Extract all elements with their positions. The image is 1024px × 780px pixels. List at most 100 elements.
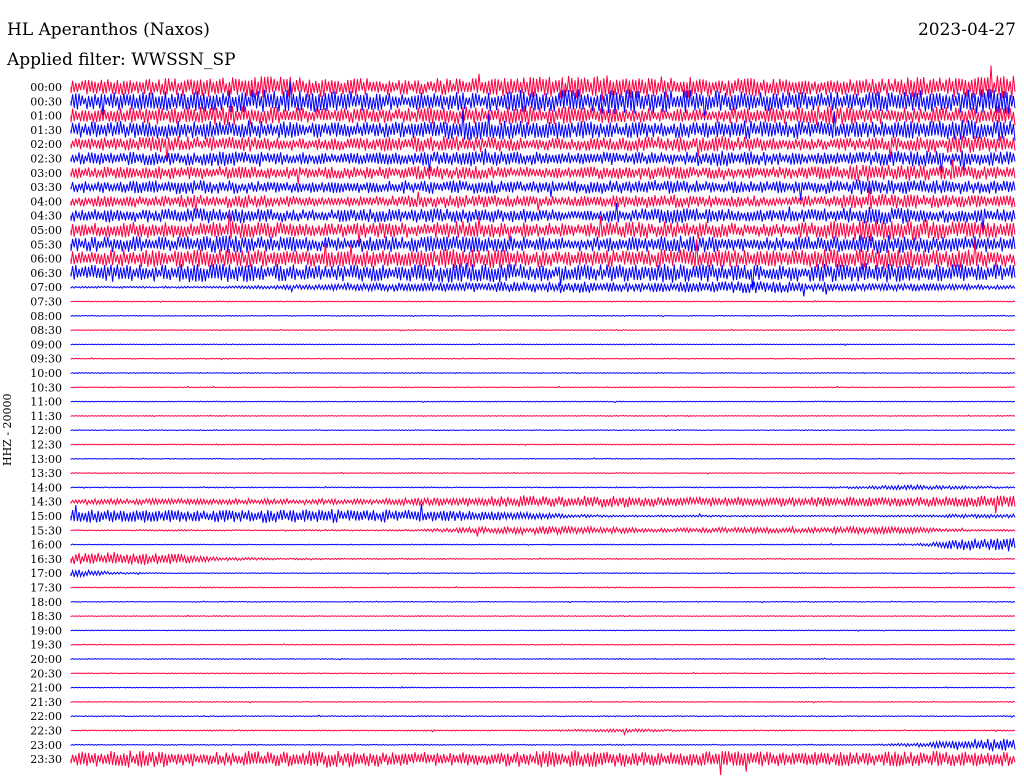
- trace-line: [70, 343, 1016, 346]
- trace-group: [70, 65, 1016, 776]
- time-tick-label: 00:00: [30, 81, 62, 94]
- trace-line: [70, 714, 1016, 719]
- trace-line: [70, 371, 1016, 375]
- time-tick-label: 22:30: [30, 725, 62, 738]
- time-tick-label: 16:00: [30, 539, 62, 552]
- time-tick-label: 16:30: [30, 553, 62, 566]
- time-tick-label: 15:30: [30, 524, 62, 537]
- plot-date: 2023-04-27: [917, 20, 1016, 40]
- trace-line: [70, 457, 1016, 461]
- time-tick-label: 08:30: [30, 324, 62, 337]
- trace-line: [70, 210, 1016, 244]
- trace-line: [70, 148, 1016, 173]
- trace-line: [70, 135, 1016, 161]
- trace-line: [70, 495, 1016, 514]
- trace-line: [70, 400, 1016, 404]
- trace-line: [70, 414, 1016, 418]
- time-tick-label: 12:00: [30, 424, 62, 437]
- time-tick-label: 20:00: [30, 653, 62, 666]
- trace-line: [70, 239, 1016, 270]
- trace-line: [70, 234, 1016, 254]
- time-tick-label: 07:30: [30, 296, 62, 309]
- trace-line: [70, 671, 1016, 675]
- trace-line: [70, 471, 1016, 475]
- time-tick-label: 11:00: [30, 396, 62, 409]
- trace-line: [70, 503, 1016, 523]
- trace-line: [70, 179, 1016, 201]
- trace-line: [70, 385, 1016, 389]
- time-tick-label: 03:30: [30, 181, 62, 194]
- station-title: HL Aperanthos (Naxos): [7, 20, 210, 40]
- time-tick-label: 09:00: [30, 338, 62, 351]
- trace-line: [70, 727, 1016, 737]
- trace-line: [70, 428, 1016, 432]
- time-tick-label: 06:00: [30, 253, 62, 266]
- time-tick-label: 20:30: [30, 667, 62, 680]
- trace-line: [70, 738, 1016, 752]
- time-tick-label: 21:30: [30, 696, 62, 709]
- time-tick-label: 23:30: [30, 753, 62, 766]
- time-tick-label: 19:00: [30, 624, 62, 637]
- trace-line: [70, 614, 1016, 618]
- trace-line: [70, 314, 1016, 318]
- time-tick-label: 09:30: [30, 353, 62, 366]
- trace-line: [70, 328, 1016, 332]
- time-tick-label: 08:00: [30, 310, 62, 323]
- trace-line: [70, 262, 1016, 290]
- time-tick-label: 01:30: [30, 124, 62, 137]
- time-tick-label: 23:00: [30, 739, 62, 752]
- trace-line: [70, 552, 1016, 565]
- time-tick-label: 00:30: [30, 95, 62, 108]
- trace-line: [70, 299, 1016, 303]
- time-tick-label: 02:00: [30, 138, 62, 151]
- time-tick-label: 13:30: [30, 467, 62, 480]
- trace-line: [70, 81, 1016, 121]
- time-tick-label: 02:30: [30, 153, 62, 166]
- time-tick-label: 15:00: [30, 510, 62, 523]
- time-tick-label: 17:00: [30, 567, 62, 580]
- time-tick-label: 05:00: [30, 224, 62, 237]
- trace-line: [70, 538, 1016, 552]
- time-tick-label: 14:00: [30, 481, 62, 494]
- time-tick-label: 10:00: [30, 367, 62, 380]
- trace-line: [70, 686, 1016, 689]
- trace-line: [70, 629, 1016, 632]
- time-tick-label: 10:30: [30, 381, 62, 394]
- time-tick-label: 12:30: [30, 439, 62, 452]
- trace-line: [70, 443, 1016, 446]
- time-tick-label: 07:00: [30, 281, 62, 294]
- time-tick-label: 03:00: [30, 167, 62, 180]
- trace-line: [70, 657, 1016, 661]
- time-tick-label: 18:00: [30, 596, 62, 609]
- time-tick-label: 19:30: [30, 639, 62, 652]
- trace-line: [70, 110, 1016, 141]
- time-tick-label: 01:00: [30, 110, 62, 123]
- trace-line: [70, 483, 1016, 492]
- trace-line: [70, 568, 1016, 579]
- trace-line: [70, 643, 1016, 646]
- trace-line: [70, 524, 1016, 537]
- trace-line: [70, 600, 1016, 604]
- trace-line: [70, 586, 1016, 589]
- time-tick-label: 11:30: [30, 410, 62, 423]
- trace-line: [70, 357, 1016, 361]
- time-tick-label: 13:00: [30, 453, 62, 466]
- time-tick-label: 22:00: [30, 710, 62, 723]
- time-tick-label: 18:30: [30, 610, 62, 623]
- trace-line: [70, 700, 1016, 704]
- time-tick-label: 17:30: [30, 582, 62, 595]
- trace-line: [70, 159, 1016, 185]
- time-tick-label: 06:30: [30, 267, 62, 280]
- filter-label: Applied filter: WWSSN_SP: [7, 50, 236, 70]
- trace-line: [70, 65, 1016, 101]
- time-tick-label: 04:30: [30, 210, 62, 223]
- trace-line: [70, 202, 1016, 231]
- trace-line: [70, 105, 1016, 126]
- trace-line: [70, 750, 1016, 776]
- time-tick-label: 05:30: [30, 238, 62, 251]
- trace-line: [70, 186, 1016, 212]
- trace-line: [70, 281, 1016, 297]
- time-tick-label: 21:00: [30, 682, 62, 695]
